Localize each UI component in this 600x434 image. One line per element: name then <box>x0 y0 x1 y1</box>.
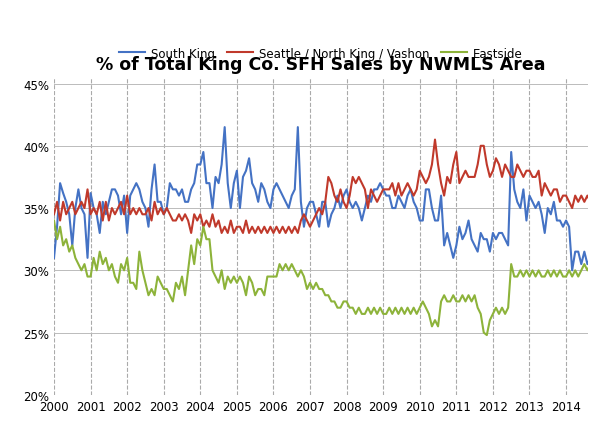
Eastside <box>493 306 500 311</box>
Line: South King: South King <box>54 128 600 271</box>
Seattle / North King / Vashon <box>355 175 362 180</box>
Eastside <box>50 218 58 224</box>
Seattle / North King / Vashon <box>578 194 585 199</box>
Eastside <box>355 306 362 311</box>
Line: Eastside: Eastside <box>54 209 600 335</box>
Eastside <box>364 306 371 311</box>
Legend: South King, Seattle / North King / Vashon, Eastside: South King, Seattle / North King / Vasho… <box>115 43 527 65</box>
Seattle / North King / Vashon <box>431 138 439 143</box>
South King <box>175 194 182 199</box>
South King <box>569 268 576 273</box>
Eastside <box>175 287 182 292</box>
Seattle / North King / Vashon <box>493 156 500 161</box>
South King <box>581 250 588 255</box>
South King <box>50 256 58 261</box>
Eastside <box>483 333 490 338</box>
Eastside <box>578 268 585 273</box>
South King <box>358 218 365 224</box>
Seattle / North King / Vashon <box>364 206 371 211</box>
South King <box>493 237 500 242</box>
Seattle / North King / Vashon <box>175 212 182 217</box>
South King <box>367 200 374 205</box>
South King <box>221 125 228 131</box>
Seattle / North King / Vashon <box>50 212 58 217</box>
Line: Seattle / North King / Vashon: Seattle / North King / Vashon <box>54 140 600 283</box>
Title: % of Total King Co. SFH Sales by NWMLS Area: % of Total King Co. SFH Sales by NWMLS A… <box>96 56 546 74</box>
